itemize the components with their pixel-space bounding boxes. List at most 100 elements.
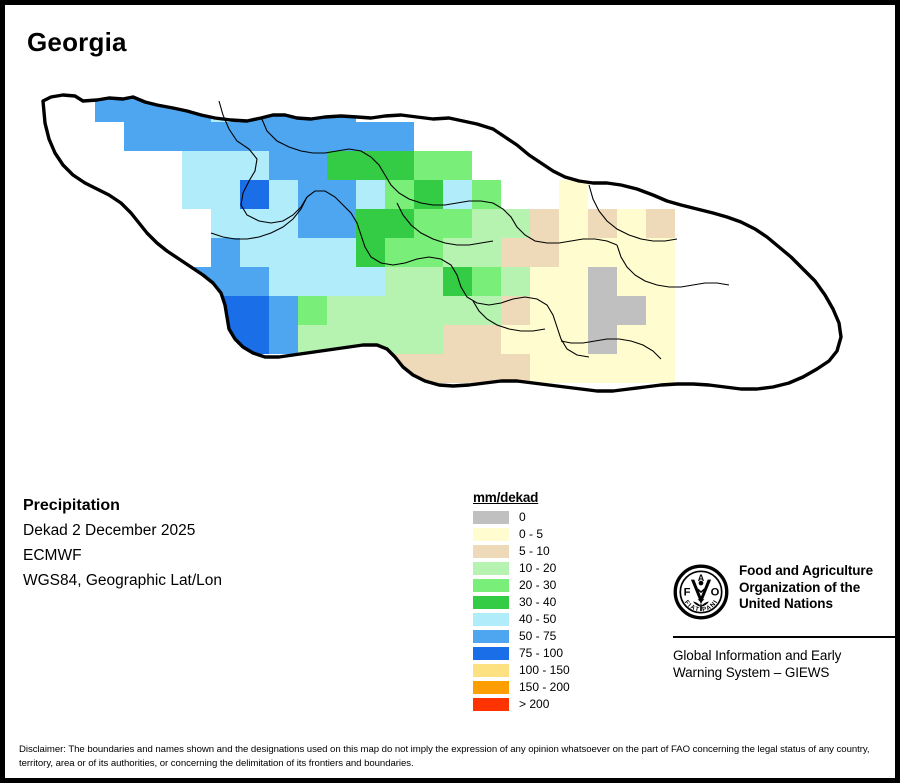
raster-cell xyxy=(356,122,385,151)
raster-cell xyxy=(211,180,240,209)
map-canvas[interactable] xyxy=(5,5,895,465)
fao-org-line-3: United Nations xyxy=(739,596,833,611)
raster-cell xyxy=(327,238,356,267)
raster-cell xyxy=(617,296,646,325)
raster-cell xyxy=(240,296,269,325)
legend-swatch xyxy=(473,511,509,524)
raster-cell xyxy=(385,122,414,151)
raster-cell xyxy=(472,180,501,209)
raster-cell xyxy=(356,180,385,209)
raster-cell xyxy=(530,354,559,383)
legend-label: 10 - 20 xyxy=(519,561,557,575)
raster-cell xyxy=(443,354,472,383)
raster-cell xyxy=(443,267,472,296)
raster-cell xyxy=(269,296,298,325)
raster-cell xyxy=(501,354,530,383)
legend-label: 30 - 40 xyxy=(519,595,557,609)
raster-cell xyxy=(414,209,443,238)
georgia-precipitation-map[interactable] xyxy=(5,5,895,465)
legend-label: 75 - 100 xyxy=(519,646,564,660)
raster-cell xyxy=(443,209,472,238)
raster-cell xyxy=(501,296,530,325)
raster-cell xyxy=(617,238,646,267)
info-period: Dekad 2 December 2025 xyxy=(23,522,196,539)
fao-divider xyxy=(673,636,895,638)
legend-swatch xyxy=(473,613,509,626)
legend-swatch xyxy=(473,579,509,592)
raster-cell xyxy=(530,325,559,354)
legend-swatch xyxy=(473,562,509,575)
legend-row: > 200 xyxy=(473,696,570,713)
raster-cell xyxy=(211,122,240,151)
raster-cell xyxy=(385,151,414,180)
legend-label: 20 - 30 xyxy=(519,578,557,592)
raster-cell xyxy=(414,151,443,180)
legend-label: > 200 xyxy=(519,697,550,711)
legend-label: 50 - 75 xyxy=(519,629,557,643)
admin-boundaries xyxy=(210,100,730,360)
raster-cell xyxy=(298,122,327,151)
raster-cell xyxy=(385,238,414,267)
precipitation-raster xyxy=(95,95,675,383)
raster-cell xyxy=(501,238,530,267)
raster-cell xyxy=(327,267,356,296)
national-border xyxy=(41,93,843,393)
page-title: Georgia xyxy=(27,27,127,57)
raster-cell xyxy=(269,325,298,354)
raster-cell xyxy=(501,267,530,296)
legend-label: 150 - 200 xyxy=(519,680,570,694)
raster-cell xyxy=(385,180,414,209)
raster-cell xyxy=(530,209,559,238)
raster-cell xyxy=(269,238,298,267)
raster-cell xyxy=(588,354,617,383)
raster-cell xyxy=(240,209,269,238)
raster-cell xyxy=(269,122,298,151)
raster-cell xyxy=(298,209,327,238)
raster-cell xyxy=(472,209,501,238)
svg-text:F: F xyxy=(684,586,691,598)
raster-cell xyxy=(269,267,298,296)
fao-org-line-2: Organization of the xyxy=(739,579,861,595)
raster-cell xyxy=(356,267,385,296)
raster-cell xyxy=(124,122,153,151)
raster-cell xyxy=(472,296,501,325)
raster-cell xyxy=(298,151,327,180)
raster-cell xyxy=(211,238,240,267)
raster-cell xyxy=(298,267,327,296)
raster-cell xyxy=(240,267,269,296)
legend-row: 0 xyxy=(473,509,570,526)
svg-text:O: O xyxy=(711,586,720,598)
raster-cell xyxy=(646,267,675,296)
raster-cell xyxy=(530,267,559,296)
raster-cell xyxy=(617,209,646,238)
raster-cell xyxy=(269,209,298,238)
fao-organization-name: Food and Agriculture Organization of the… xyxy=(739,563,873,613)
disclaimer-text: Disclaimer: The boundaries and names sho… xyxy=(19,744,870,769)
legend-swatch xyxy=(473,630,509,643)
raster-cell xyxy=(269,180,298,209)
legend-label: 100 - 150 xyxy=(519,663,570,677)
legend-label: 40 - 50 xyxy=(519,612,557,626)
legend-rows: 0 0 - 5 5 - 10 10 - 20 20 - 30 30 - 40 40 - 50… xyxy=(473,509,570,713)
raster-cell xyxy=(211,267,240,296)
info-projection: WGS84, Geographic Lat/Lon xyxy=(23,572,223,589)
legend: mm/dekad 0 0 - 5 5 - 10 10 - 20 20 - 30 30 - … xyxy=(473,490,570,713)
legend-row: 40 - 50 xyxy=(473,611,570,628)
raster-cell xyxy=(559,209,588,238)
raster-cell xyxy=(298,296,327,325)
raster-cell xyxy=(443,238,472,267)
raster-cell xyxy=(501,325,530,354)
legend-swatch xyxy=(473,596,509,609)
raster-cell xyxy=(327,122,356,151)
raster-cell xyxy=(327,296,356,325)
legend-swatch xyxy=(473,545,509,558)
raster-cell xyxy=(385,296,414,325)
legend-row: 75 - 100 xyxy=(473,645,570,662)
raster-cell xyxy=(414,325,443,354)
giews-line-2: Warning System – GIEWS xyxy=(673,665,830,680)
fao-branding: F O A FIAT PANIS Food and Agriculture Or… xyxy=(670,559,895,681)
legend-label: 5 - 10 xyxy=(519,544,550,558)
raster-cell xyxy=(182,296,211,325)
raster-cell xyxy=(559,180,588,209)
raster-cell xyxy=(385,325,414,354)
